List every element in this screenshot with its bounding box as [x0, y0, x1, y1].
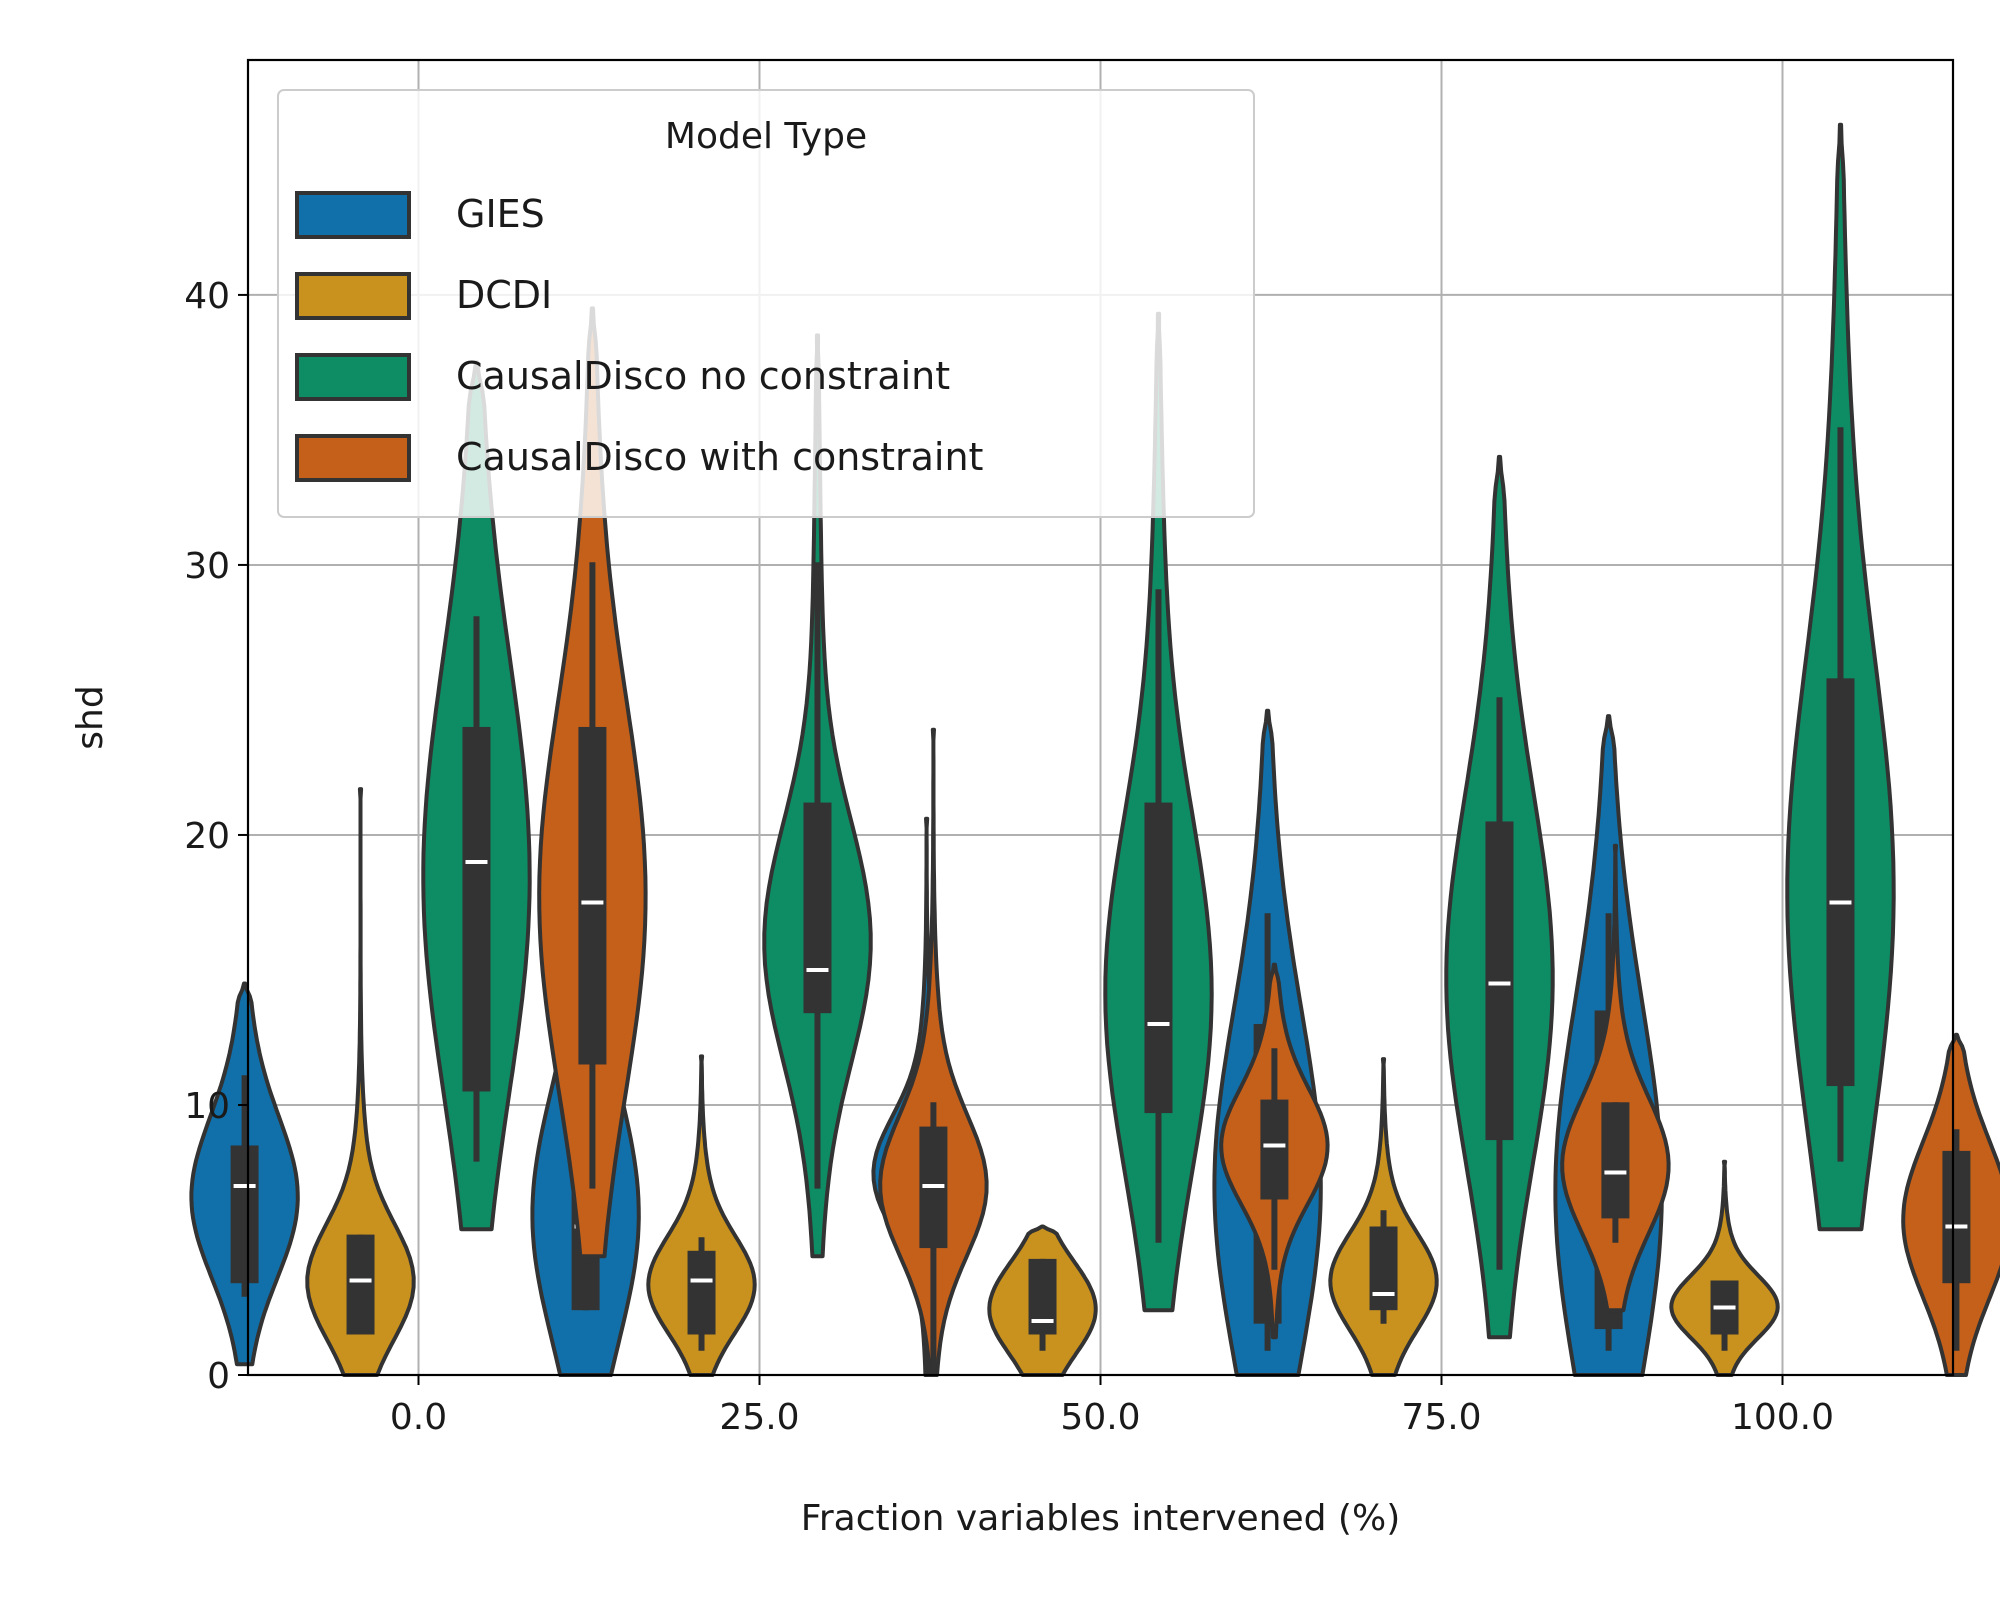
tick-labels: 0.0 25.0 50.0 75.0 100.0 0 10 20 30 40	[184, 276, 1834, 1438]
y-tick-label: 40	[184, 276, 230, 317]
iqr-box-causaldisco-no-constraint-1	[803, 802, 832, 1014]
legend-box	[277, 89, 1255, 518]
iqr-box-dcdi-3	[1369, 1226, 1398, 1311]
legend-label: CausalDisco no constraint	[456, 354, 950, 398]
x-tick-label: 50.0	[1060, 1397, 1140, 1438]
iqr-box-causaldisco-with-constraint-4	[1942, 1150, 1971, 1284]
iqr-box-dcdi-1	[687, 1250, 716, 1335]
iqr-box-causaldisco-no-constraint-3	[1485, 821, 1514, 1141]
legend: Model Type GIES DCDI CausalDisco no constr…	[277, 89, 1255, 518]
y-tick-label: 20	[184, 816, 230, 857]
iqr-box-gies-0	[230, 1145, 259, 1284]
legend-swatch	[295, 191, 411, 239]
iqr-box-causaldisco-with-constraint-3	[1601, 1102, 1630, 1219]
iqr-box-causaldisco-no-constraint-0	[462, 726, 491, 1092]
x-tick-label: 0.0	[390, 1397, 447, 1438]
y-tick-label: 0	[207, 1356, 230, 1397]
legend-title: Model Type	[665, 116, 867, 157]
iqr-box-causaldisco-no-constraint-2	[1144, 802, 1173, 1114]
iqr-box-causaldisco-with-constraint-0	[578, 726, 607, 1065]
legend-swatch	[295, 353, 411, 401]
iqr-box-dcdi-0	[346, 1234, 375, 1335]
legend-swatch	[295, 272, 411, 320]
legend-label: GIES	[456, 192, 545, 236]
y-tick-label: 10	[184, 1086, 230, 1127]
y-tick-label: 30	[184, 546, 230, 587]
legend-swatch	[295, 434, 411, 482]
x-tick-label: 100.0	[1731, 1397, 1834, 1438]
legend-label: DCDI	[456, 273, 552, 317]
iqr-box-causaldisco-no-constraint-4	[1826, 678, 1855, 1087]
iqr-box-causaldisco-with-constraint-2	[1260, 1099, 1289, 1200]
iqr-box-dcdi-2	[1028, 1258, 1057, 1335]
violin-dcdi-4	[1669, 1159, 1780, 1377]
legend-label: CausalDisco with constraint	[456, 435, 983, 479]
x-tick-label: 75.0	[1401, 1397, 1481, 1438]
x-tick-label: 25.0	[719, 1397, 799, 1438]
violins	[189, 122, 2000, 1377]
y-axis-label: shd	[70, 685, 111, 749]
violin-causaldisco-with-constraint-3	[1560, 843, 1671, 1313]
violin-dcdi-1	[646, 1054, 757, 1377]
violin-causaldisco-with-constraint-1	[878, 727, 989, 1377]
x-axis-label: Fraction variables intervened (%)	[801, 1498, 1400, 1539]
violin-dcdi-0	[305, 787, 416, 1377]
